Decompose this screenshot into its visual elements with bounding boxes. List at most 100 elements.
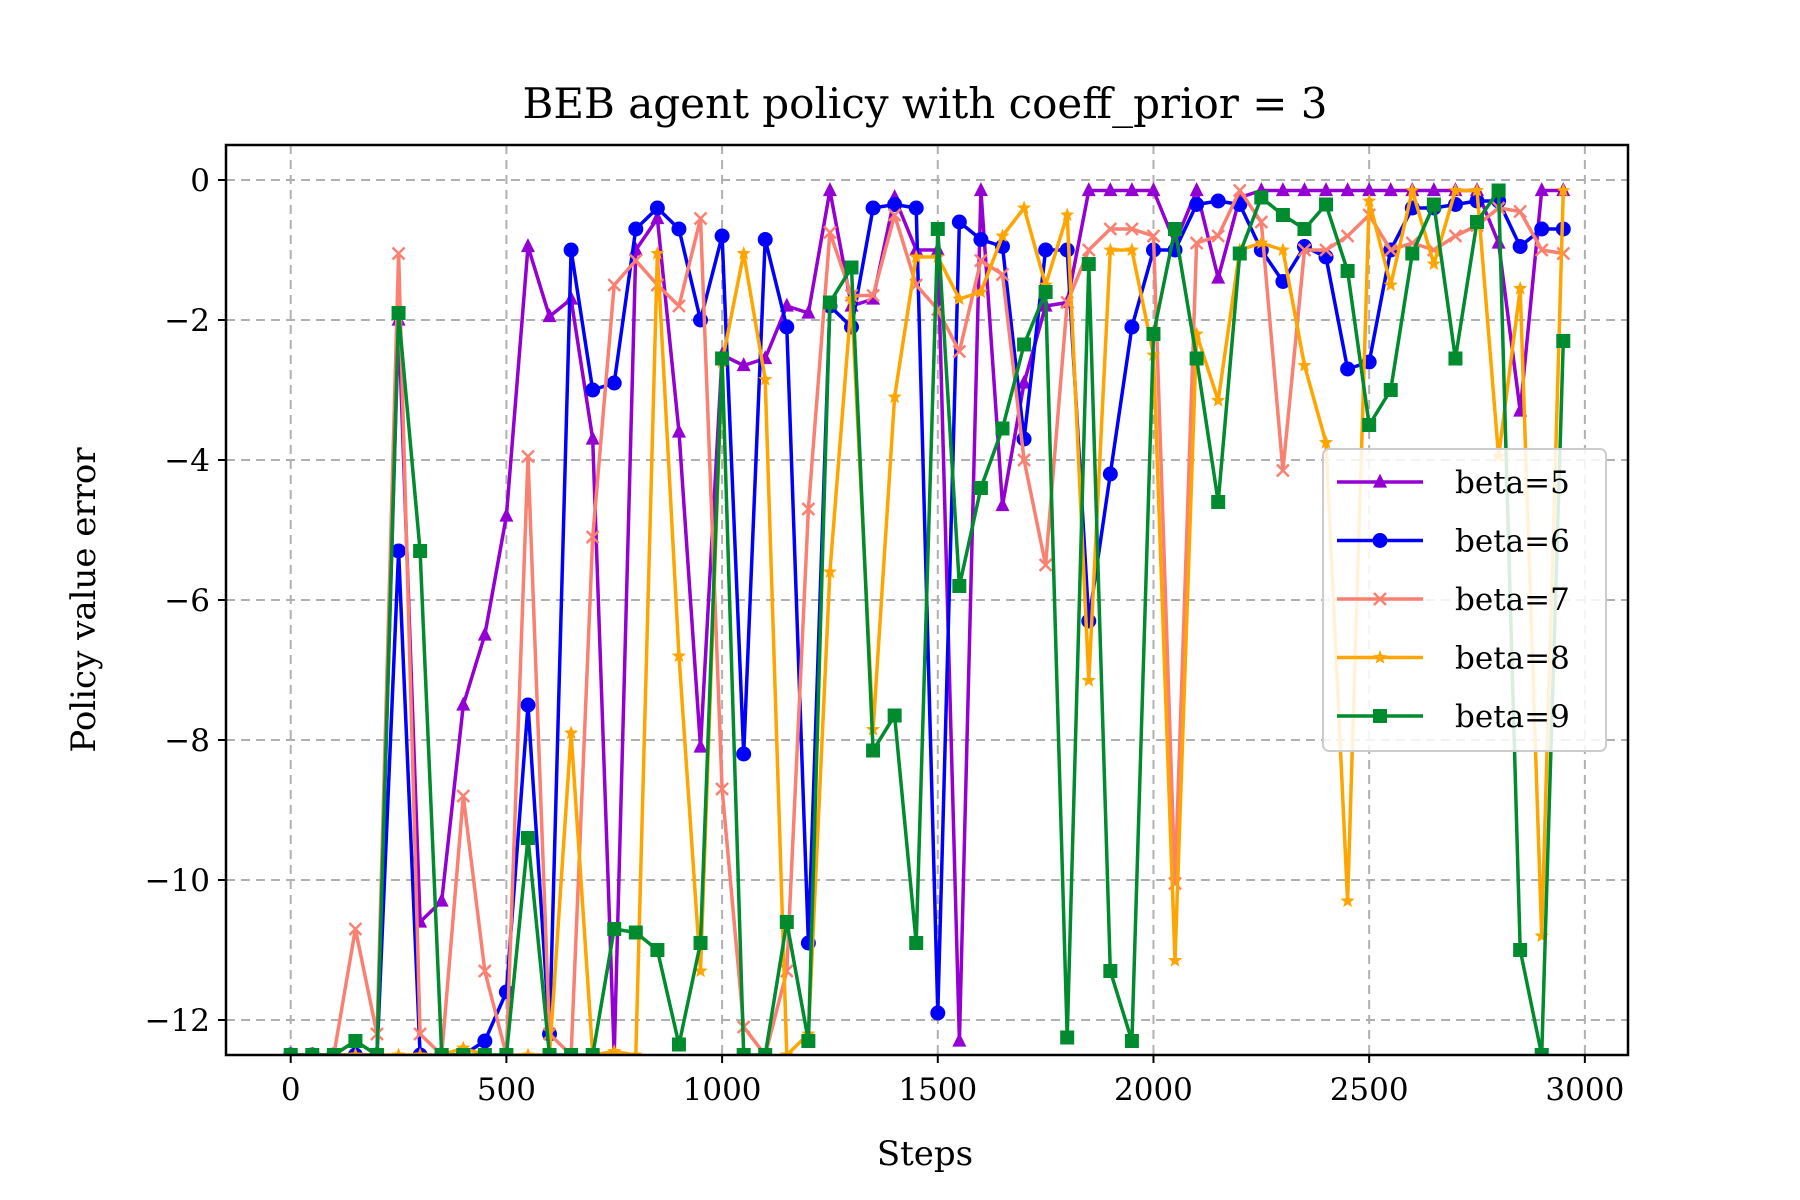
series-line [290, 188, 1566, 1055]
data-point [1534, 182, 1549, 197]
x-tick-label: 1000 [683, 1072, 762, 1108]
y-tick-label: −12 [145, 1003, 210, 1039]
data-point [1081, 182, 1096, 197]
data-point [823, 225, 837, 240]
data-point [1210, 193, 1226, 209]
data-point [1275, 208, 1290, 222]
data-point [995, 421, 1010, 436]
data-point [520, 697, 536, 713]
data-point [1340, 229, 1355, 243]
data-point [1254, 235, 1269, 250]
data-point [1513, 281, 1528, 295]
data-point [607, 278, 622, 292]
data-point [1340, 361, 1356, 377]
data-point [715, 782, 729, 796]
data-point [499, 507, 514, 522]
data-point [1383, 182, 1398, 197]
data-point [693, 738, 708, 753]
data-point [995, 267, 1010, 282]
data-point [930, 1005, 946, 1021]
data-point [693, 211, 708, 226]
data-point [628, 1047, 643, 1055]
data-point [1016, 431, 1032, 447]
data-point [434, 892, 449, 907]
data-point [1297, 182, 1312, 197]
data-point [671, 648, 687, 663]
data-point [1470, 215, 1485, 229]
data-point [714, 228, 730, 244]
data-point [1318, 435, 1334, 449]
data-point [1211, 229, 1226, 243]
data-point [801, 502, 816, 516]
data-point [779, 1047, 794, 1055]
legend-item: beta=5 [1337, 465, 1570, 501]
data-point [1319, 197, 1334, 212]
data-point [650, 246, 665, 260]
data-point [1383, 277, 1398, 292]
data-point [1275, 182, 1290, 197]
data-point [607, 1044, 622, 1055]
y-tick-label: −4 [164, 443, 210, 479]
data-point [866, 288, 880, 303]
data-point [801, 1034, 816, 1048]
data-point [1469, 183, 1485, 197]
data-point [649, 200, 665, 216]
data-point [1017, 337, 1032, 352]
data-point [1211, 495, 1226, 509]
data-point [1211, 269, 1226, 284]
data-point [866, 743, 881, 758]
data-point [693, 936, 708, 950]
y-tick-label: −10 [145, 863, 210, 899]
data-point [520, 238, 535, 253]
data-point [1405, 246, 1420, 261]
chart-title: BEB agent policy with coeff_prior = 3 [523, 79, 1328, 128]
data-point [801, 304, 816, 319]
data-point [477, 1048, 492, 1055]
data-point [1254, 215, 1269, 229]
data-point [1124, 1034, 1139, 1048]
data-point [1060, 1030, 1075, 1045]
series-beta-9 [283, 183, 1571, 1055]
y-tick-label: −2 [164, 303, 210, 339]
data-point [1146, 229, 1161, 243]
data-point [1189, 182, 1204, 197]
data-point [499, 1048, 514, 1055]
x-tick-label: 2500 [1330, 1072, 1409, 1108]
data-point [1362, 418, 1377, 432]
data-point [822, 295, 837, 310]
data-point [1513, 943, 1528, 957]
data-point [671, 221, 687, 237]
data-point [542, 1048, 557, 1055]
data-point [1491, 183, 1506, 198]
data-point [369, 1048, 384, 1055]
axes: 0 500 1000 1500 2000 2500 3000 0 −2 −4 −6 −8 −10 −12 [145, 143, 1630, 1108]
data-point [1383, 383, 1398, 397]
data-point [305, 1048, 320, 1055]
data-point [1232, 183, 1247, 198]
data-point [585, 1048, 600, 1055]
series-line [290, 188, 1566, 1055]
data-point [1383, 243, 1398, 257]
data-point [1448, 229, 1463, 243]
series-beta-8 [283, 183, 1571, 1055]
data-point [456, 789, 471, 803]
data-point [1534, 928, 1549, 943]
data-point [1081, 613, 1097, 629]
data-point [1189, 326, 1204, 341]
data-point [757, 232, 773, 247]
data-point [628, 253, 643, 268]
data-point [1534, 221, 1550, 237]
data-point [1254, 190, 1269, 205]
data-point [585, 430, 600, 445]
data-point [973, 284, 989, 299]
data-point [1362, 182, 1377, 197]
data-point [391, 543, 407, 559]
data-point [1556, 183, 1571, 197]
data-point [1340, 264, 1355, 278]
data-point [995, 228, 1010, 243]
data-point [585, 382, 601, 398]
y-tick-label: 0 [190, 163, 210, 199]
data-point [1512, 239, 1528, 254]
data-point [822, 564, 838, 579]
data-point [563, 242, 579, 258]
